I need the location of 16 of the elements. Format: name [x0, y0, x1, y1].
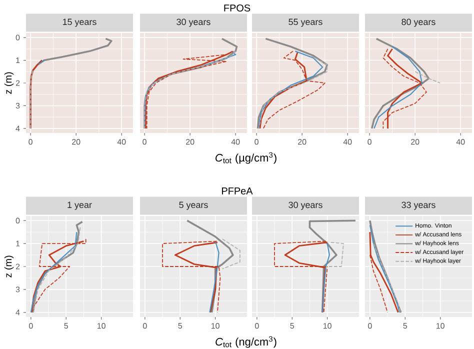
chart-title: 80 years	[402, 18, 436, 27]
line-series	[30, 38, 112, 130]
chart-title: 55 years	[288, 18, 322, 27]
chart-title: 1 year	[68, 202, 92, 210]
chart-title: 30 years	[176, 18, 210, 27]
y-axis-title: z (m)	[4, 72, 14, 94]
chart-title: 33 years	[402, 202, 436, 210]
chart-subtitle: PFPeA	[222, 188, 253, 194]
x-axis-title: C$_{tot}$ (ng/cm$^{3}$)	[216, 336, 276, 348]
x-axis-title: C$_{tot}$ (µg/cm$^{3}$)	[216, 152, 276, 164]
chart-subtitle: FPOS	[224, 4, 250, 12]
y-axis-title: z (m)	[4, 256, 14, 278]
line-series	[30, 70, 34, 129]
chart-title: 5 years	[179, 202, 208, 210]
chart-title: 15 years	[62, 18, 96, 27]
chart-title: 30 years	[288, 202, 322, 210]
